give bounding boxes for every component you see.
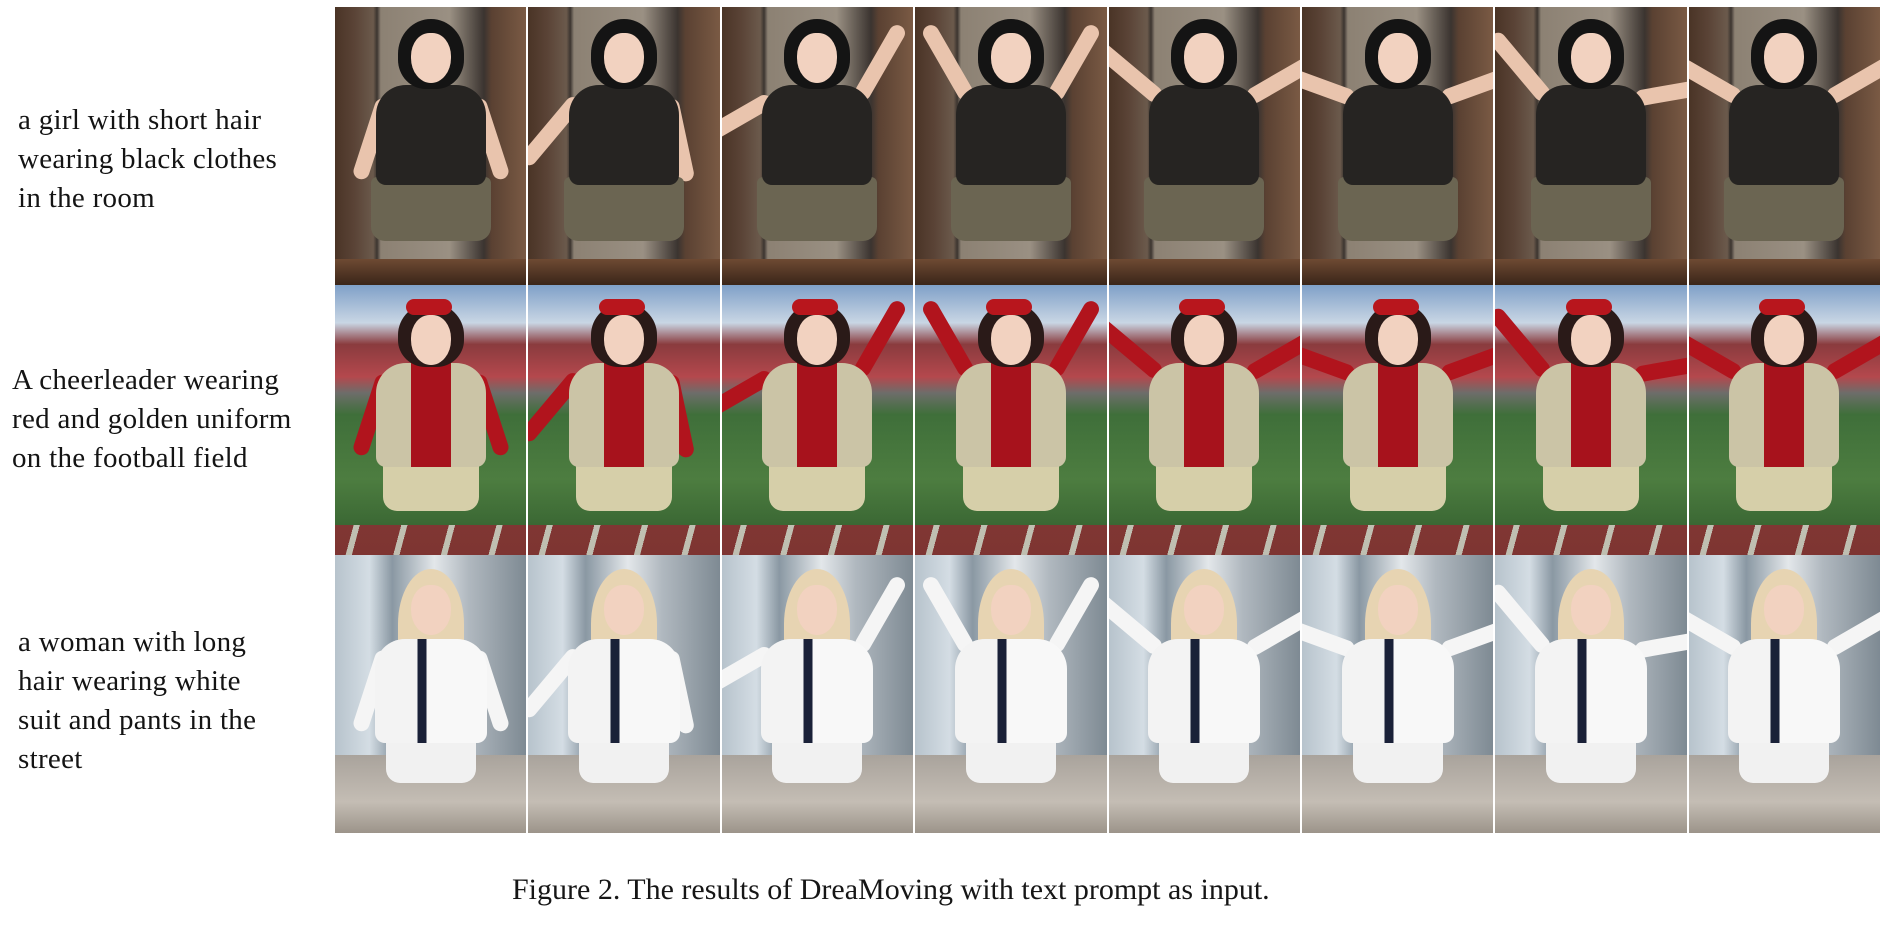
person-figure <box>1108 555 1300 833</box>
video-frame <box>1688 555 1880 833</box>
video-frame <box>1495 555 1687 833</box>
person-figure <box>1301 7 1494 285</box>
text-prompt: A cheerleader wearing red and golden uni… <box>12 364 292 474</box>
video-frame <box>721 7 914 285</box>
person-figure <box>1301 285 1494 555</box>
video-frame <box>1495 7 1687 285</box>
text-prompt: a girl with short hair wearing black clo… <box>18 104 278 214</box>
person-figure <box>351 285 511 555</box>
video-frame <box>1301 7 1494 285</box>
video-frame-strip <box>335 555 1880 833</box>
person-figure <box>1301 555 1494 833</box>
person-figure <box>1108 7 1300 285</box>
result-row-2: A cheerleader wearing red and golden uni… <box>0 285 1890 555</box>
person-figure <box>721 285 909 555</box>
person-figure <box>528 285 696 555</box>
person-figure <box>919 555 1102 833</box>
person-figure <box>1495 555 1687 833</box>
video-frame <box>335 7 527 285</box>
video-frame <box>721 555 914 833</box>
person-figure <box>351 555 511 833</box>
video-frame <box>1108 555 1300 833</box>
person-figure <box>919 285 1102 555</box>
figure-caption: Figure 2. The results of DreaMoving with… <box>512 873 1270 906</box>
video-frame <box>1688 285 1880 555</box>
video-frame-strip <box>335 7 1880 285</box>
person-figure <box>1688 7 1880 285</box>
video-frame <box>528 7 720 285</box>
person-figure <box>1495 285 1687 555</box>
person-figure <box>528 7 696 285</box>
video-frame <box>1108 7 1300 285</box>
text-prompt: a woman with long hair wearing white sui… <box>18 626 257 775</box>
video-frame-strip <box>335 285 1880 555</box>
result-row-3: a woman with long hair wearing white sui… <box>0 555 1890 833</box>
person-figure <box>1108 285 1300 555</box>
video-frame <box>1301 285 1494 555</box>
video-frame <box>721 285 914 555</box>
video-frame <box>1495 285 1687 555</box>
person-figure <box>1495 7 1687 285</box>
video-frame <box>335 285 527 555</box>
video-frame <box>528 555 720 833</box>
video-frame <box>528 285 720 555</box>
person-figure <box>528 555 696 833</box>
video-frame <box>335 555 527 833</box>
person-figure <box>351 7 511 285</box>
video-frame <box>1301 555 1494 833</box>
person-figure <box>721 555 909 833</box>
video-frame <box>1688 7 1880 285</box>
video-frame <box>915 7 1107 285</box>
person-figure <box>1688 555 1880 833</box>
video-frame <box>915 285 1107 555</box>
result-row-1: a girl with short hair wearing black clo… <box>0 7 1890 285</box>
person-figure <box>919 7 1102 285</box>
person-figure <box>1688 285 1880 555</box>
video-frame <box>915 555 1107 833</box>
video-frame <box>1108 285 1300 555</box>
person-figure <box>721 7 909 285</box>
